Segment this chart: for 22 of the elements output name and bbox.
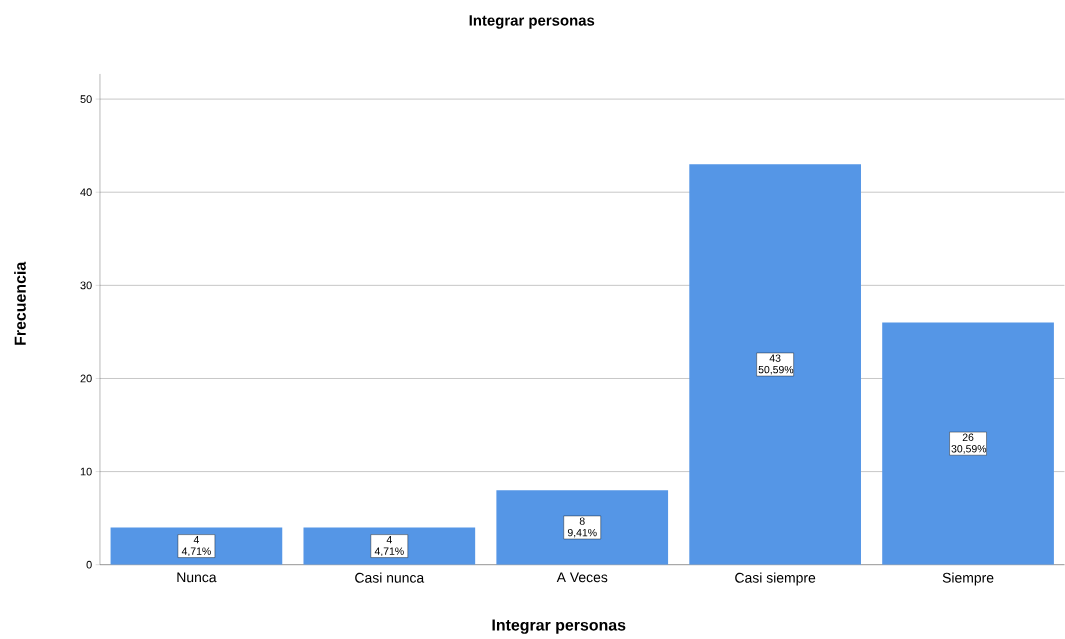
data-label: 4 4,71% [181,536,211,557]
bar [496,490,669,565]
x-tick-label: Siempre [942,572,994,586]
x-tick-label: Casi nunca [355,572,425,583]
y-tick-label: 40 [80,188,92,197]
x-axis-title: Integrar personas [492,619,626,635]
y-tick-label: 50 [80,95,92,104]
chart-title: Integrar personas [469,15,595,29]
x-tick-label: Casi siempre [735,572,816,586]
x-tick-label: A Veces [556,572,608,583]
data-label: 43 50,59% [758,354,794,375]
y-tick-label: 10 [80,467,92,476]
y-tick-label: 30 [80,281,92,290]
x-tick-label: Nunca [177,572,217,583]
y-tick-label: 20 [80,374,92,383]
bar [882,322,1054,565]
data-label: 4 4,71% [374,536,404,557]
bar [689,164,861,565]
y-tick-label: 0 [86,561,92,569]
data-label: 8 9,41% [567,517,597,538]
data-label: 26 30,59% [951,433,987,454]
y-axis-title: Frecuencia [14,261,26,345]
